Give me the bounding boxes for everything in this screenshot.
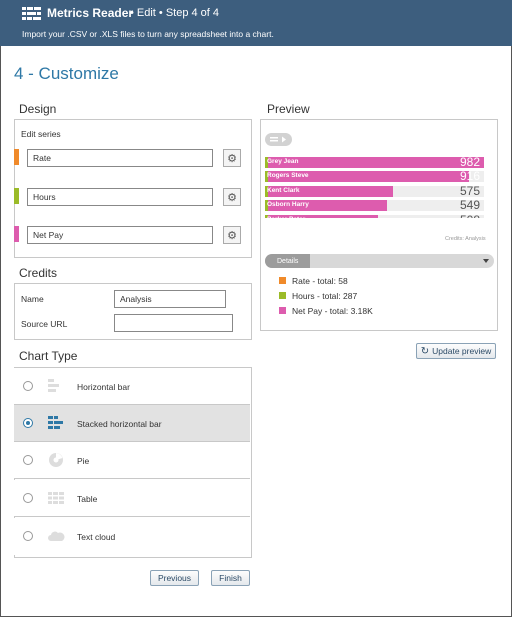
bar-track: Rogers Steve 916: [265, 171, 484, 183]
source-url-label: Source URL: [21, 319, 68, 329]
chevron-down-icon: [483, 259, 489, 263]
bar-label: Grey Jean: [267, 158, 299, 165]
horizontal-bar-icon: [48, 379, 59, 392]
app-title: Metrics Reader: [47, 6, 134, 20]
stacked-bar-icon: [48, 416, 63, 429]
gear-icon: ⚙: [227, 229, 237, 242]
bar-segment-hours: [265, 171, 268, 183]
chart-menu-toggle[interactable]: [265, 133, 292, 146]
chart-type-option-text-cloud[interactable]: Text cloud: [14, 518, 250, 555]
previous-button[interactable]: Previous: [150, 570, 199, 586]
preview-panel: [260, 119, 498, 331]
chart-type-label: Text cloud: [77, 532, 116, 542]
bar-segment-hours: [265, 214, 268, 218]
bar-segment-hours: [265, 185, 268, 197]
bar-label: Kent Clark: [267, 186, 300, 194]
update-preview-label: Update preview: [432, 346, 492, 356]
chart-type-label: Stacked horizontal bar: [77, 419, 162, 429]
chart-type-label: Pie: [77, 456, 90, 466]
legend-swatch-hours: [279, 292, 286, 299]
chart-type-option-horizontal-bar[interactable]: Horizontal bar: [14, 368, 250, 405]
app-header: Metrics Reader • Edit • Step 4 of 4 Impo…: [0, 0, 512, 46]
series-name-input-net-pay[interactable]: [27, 226, 213, 244]
chart-type-option-table[interactable]: Table: [14, 480, 250, 517]
chart-type-title: Chart Type: [19, 349, 78, 363]
bar-value-label: 549: [459, 200, 480, 212]
bar-value-label: 916: [459, 171, 480, 183]
series-settings-button-rate[interactable]: ⚙: [223, 149, 241, 167]
finish-button[interactable]: Finish: [211, 570, 250, 586]
bar-label: Parker Peter: [267, 216, 305, 218]
step-indicator: • Edit • Step 4 of 4: [130, 7, 220, 19]
legend-swatch-net-pay: [279, 307, 286, 314]
preview-credits: Credits: Analysis: [445, 236, 486, 242]
bar-track: Parker Peter 508: [265, 214, 484, 218]
legend-net-pay: Net Pay - total: 3.18K: [292, 306, 373, 316]
series-name-input-rate[interactable]: [27, 149, 213, 167]
chart-type-option-pie[interactable]: Pie: [14, 442, 250, 479]
chart-type-label: Table: [77, 494, 98, 504]
legend-rate: Rate - total: 58: [292, 276, 348, 286]
series-settings-button-net-pay[interactable]: ⚙: [223, 226, 241, 244]
source-url-input[interactable]: [114, 314, 233, 332]
gear-icon: ⚙: [227, 191, 237, 204]
update-preview-button[interactable]: ↻ Update preview: [416, 343, 496, 359]
legend-hours: Hours - total: 287: [292, 291, 358, 301]
refresh-icon: ↻: [420, 345, 430, 357]
bar: [265, 200, 387, 212]
radio-text-cloud[interactable]: [23, 531, 33, 541]
legend-swatch-rate: [279, 277, 286, 284]
bar-segment-hours: [265, 157, 268, 168]
bar-value-label: 982: [459, 157, 480, 168]
series-color-rate[interactable]: [14, 149, 19, 165]
design-title: Design: [19, 102, 57, 116]
table-icon: [48, 492, 64, 504]
bar: [265, 185, 393, 197]
cloud-icon: [48, 531, 65, 541]
series-color-net-pay[interactable]: [14, 226, 19, 242]
details-label: Details: [265, 254, 310, 268]
radio-table[interactable]: [23, 493, 33, 503]
app-logo-icon: [22, 7, 41, 20]
radio-pie[interactable]: [23, 455, 33, 465]
bar-track: Kent Clark 575: [265, 185, 484, 197]
edit-series-label: Edit series: [21, 129, 61, 139]
bar-segment-hours: [265, 200, 268, 212]
bar-value-label: 508: [460, 215, 480, 218]
details-toggle[interactable]: Details: [265, 254, 494, 268]
bar-label: Osborn Harry: [267, 201, 309, 209]
bar: [265, 171, 469, 183]
series-color-hours[interactable]: [14, 188, 19, 204]
credits-name-label: Name: [21, 294, 44, 304]
page-title: 4 - Customize: [14, 64, 119, 83]
bar-track: Grey Jean 982: [265, 157, 484, 168]
chart-type-option-stacked-horizontal-bar[interactable]: Stacked horizontal bar: [14, 405, 250, 442]
bar-track: Osborn Harry 549: [265, 200, 484, 212]
bar-value-label: 575: [459, 185, 480, 197]
header-subtitle: Import your .CSV or .XLS files to turn a…: [22, 29, 274, 39]
series-name-input-hours[interactable]: [27, 188, 213, 206]
radio-horizontal-bar[interactable]: [23, 381, 33, 391]
chart-type-label: Horizontal bar: [77, 382, 130, 392]
preview-title: Preview: [267, 102, 310, 116]
series-settings-button-hours[interactable]: ⚙: [223, 188, 241, 206]
credits-title: Credits: [19, 266, 58, 280]
bar: [265, 157, 484, 168]
gear-icon: ⚙: [227, 152, 237, 165]
bar: [265, 214, 378, 218]
radio-stacked-horizontal-bar[interactable]: [23, 418, 33, 428]
bar-label: Rogers Steve: [267, 172, 309, 180]
credits-name-input[interactable]: [114, 290, 226, 308]
pie-icon: [49, 453, 63, 467]
